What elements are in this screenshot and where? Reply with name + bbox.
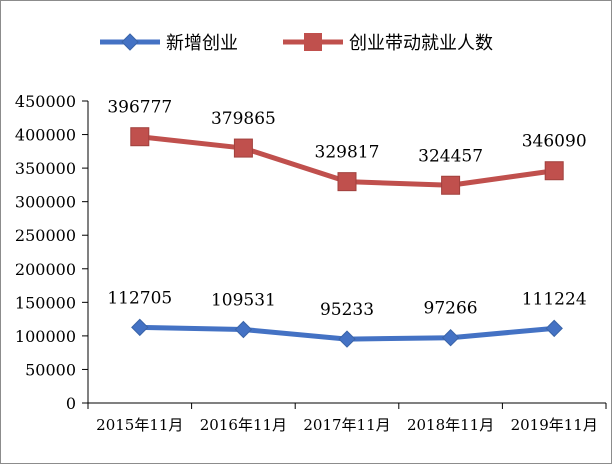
series-point bbox=[131, 318, 149, 337]
y-tick-label: 150000 bbox=[15, 293, 76, 312]
x-tick-label: 2015年11月 bbox=[96, 416, 183, 434]
y-tick-label: 300000 bbox=[15, 193, 76, 212]
y-tick-label: 50000 bbox=[25, 360, 76, 379]
series-point bbox=[544, 161, 564, 181]
series-point bbox=[234, 320, 253, 339]
data-label: 396777 bbox=[107, 98, 172, 118]
series-point bbox=[130, 127, 150, 147]
series-point bbox=[441, 329, 460, 347]
y-tick-label: 0 bbox=[66, 394, 76, 413]
legend-marker bbox=[304, 33, 322, 51]
series-point bbox=[545, 319, 563, 338]
data-label: 97266 bbox=[424, 299, 478, 319]
data-label: 111224 bbox=[522, 289, 587, 309]
data-label: 346090 bbox=[522, 132, 587, 152]
y-tick-label: 100000 bbox=[15, 327, 76, 346]
x-tick-label: 2018年11月 bbox=[407, 416, 494, 434]
x-tick-label: 2017年11月 bbox=[303, 416, 390, 434]
y-tick-label: 350000 bbox=[15, 159, 76, 178]
series-point bbox=[338, 330, 356, 348]
data-label: 329817 bbox=[315, 143, 380, 163]
data-label: 109531 bbox=[211, 290, 276, 310]
y-tick-label: 250000 bbox=[15, 226, 76, 245]
data-label: 324457 bbox=[418, 146, 483, 166]
y-tick-label: 200000 bbox=[15, 260, 76, 279]
y-tick-label: 400000 bbox=[15, 126, 76, 145]
series-point bbox=[233, 138, 253, 158]
data-label: 112705 bbox=[107, 288, 172, 308]
legend-label: 创业带动就业人数 bbox=[349, 33, 493, 54]
series-point bbox=[337, 172, 357, 192]
series-point bbox=[441, 175, 461, 195]
data-label: 95233 bbox=[320, 300, 374, 320]
x-tick-label: 2019年11月 bbox=[511, 416, 598, 434]
y-tick-label: 450000 bbox=[15, 92, 76, 111]
legend-marker bbox=[121, 33, 139, 51]
data-label: 379865 bbox=[211, 109, 276, 129]
legend-label: 新增创业 bbox=[166, 33, 238, 54]
x-tick-label: 2016年11月 bbox=[200, 416, 287, 434]
